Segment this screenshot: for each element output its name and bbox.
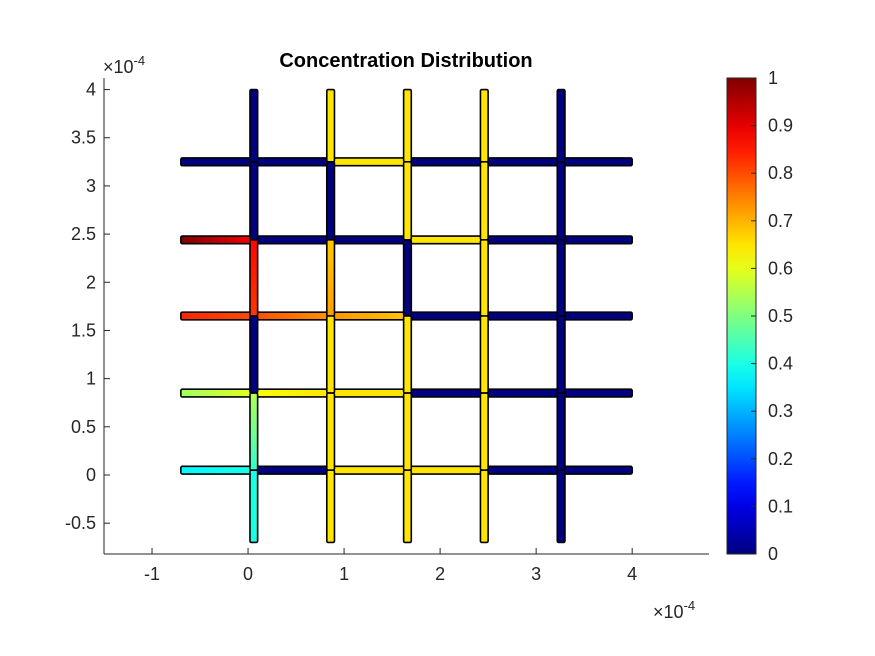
x-exponent-label: ×10-4 xyxy=(653,598,695,622)
colorbar-tick-label: 0.7 xyxy=(768,211,793,231)
channel-segment xyxy=(249,392,259,471)
channel-segment xyxy=(329,388,409,398)
channel-segment xyxy=(329,465,409,475)
channel-segment xyxy=(253,235,332,245)
channel-segment xyxy=(556,469,566,544)
channel-segment xyxy=(249,88,259,163)
channel-segment xyxy=(483,311,562,321)
channel-segment xyxy=(180,235,255,245)
channel-segment xyxy=(479,469,489,544)
channel-segment xyxy=(479,88,489,163)
channel-segment xyxy=(479,161,489,241)
colorbar-tick-label: 0.2 xyxy=(768,449,793,469)
colorbar-tick-label: 0.6 xyxy=(768,258,793,278)
channel-segment xyxy=(180,388,255,398)
channel-segment xyxy=(556,88,566,163)
chart-title: Concentration Distribution xyxy=(279,50,532,72)
channel-segment xyxy=(406,235,486,245)
x-exponent-power: -4 xyxy=(684,598,696,613)
channel-segment xyxy=(249,469,259,544)
y-exponent-power: -4 xyxy=(134,53,146,68)
channel-segment xyxy=(560,235,633,245)
y-tick-label: 3 xyxy=(86,176,96,196)
y-tick-label: 0 xyxy=(86,465,96,485)
channel-segment xyxy=(253,157,332,167)
channel-segment xyxy=(402,469,413,544)
y-tick-label: 1 xyxy=(86,369,96,389)
channel-segment xyxy=(325,161,336,241)
channel-segment xyxy=(560,311,633,321)
x-tick-label: 0 xyxy=(243,564,253,584)
channel-segment xyxy=(402,88,413,163)
axes: -1 0 1 2 3 4 -0.5 0 0.5 1 1.5 2 2.5 3 3.5 4 xyxy=(65,78,709,584)
channel-segment xyxy=(483,388,562,398)
colorbar-tick-label: 0.4 xyxy=(768,354,793,374)
channel-segment xyxy=(325,315,336,394)
channel-segment xyxy=(406,157,486,167)
channel-segment xyxy=(556,392,566,471)
channel-segment xyxy=(402,392,413,471)
channel-segment xyxy=(329,235,409,245)
x-exponent-base: ×10 xyxy=(653,602,684,622)
channel-segment xyxy=(479,239,489,317)
channel-segment xyxy=(325,88,336,163)
x-tick-label: 4 xyxy=(627,564,637,584)
colorbar-tick-label: 0.8 xyxy=(768,163,793,183)
channel-segment xyxy=(249,239,259,317)
y-tick-label: 3.5 xyxy=(71,128,96,148)
colorbar-tick-label: 0.9 xyxy=(768,116,793,136)
colorbar-tick-label: 1 xyxy=(768,68,778,88)
channel-segment xyxy=(483,465,562,475)
y-exponent-base: ×10 xyxy=(103,57,134,77)
channel-segment xyxy=(249,161,259,241)
y-tick-label: 0.5 xyxy=(71,417,96,437)
channel-segment xyxy=(402,161,413,241)
y-tick-label: 2 xyxy=(86,272,96,292)
channel-segment xyxy=(479,315,489,394)
channel-segment xyxy=(479,392,489,471)
y-tick-label: 4 xyxy=(86,80,96,100)
colorbar-tick-label: 0.3 xyxy=(768,401,793,421)
x-tick-label: 2 xyxy=(435,564,445,584)
y-tick-label: 1.5 xyxy=(71,320,96,340)
channel-segment xyxy=(253,465,332,475)
channel-segment xyxy=(483,235,562,245)
channel-segment xyxy=(325,239,336,317)
channel-segment xyxy=(560,388,633,398)
x-tick-label: 1 xyxy=(339,564,349,584)
y-tick-label: 2.5 xyxy=(71,224,96,244)
channel-segment xyxy=(406,388,486,398)
channel-segment xyxy=(180,465,255,475)
channel-segment xyxy=(556,161,566,241)
colorbar-tick-label: 0.5 xyxy=(768,306,793,326)
channel-segment xyxy=(325,392,336,471)
channel-network xyxy=(180,88,633,544)
colorbar: 0 0.1 0.2 0.3 0.4 0.5 0.6 0.7 0.8 0.9 1 xyxy=(726,68,793,564)
channel-segment xyxy=(560,465,633,475)
channel-segment xyxy=(180,157,255,167)
plot-area: -1 0 1 2 3 4 -0.5 0 0.5 1 1.5 2 2.5 3 3.5 4 xyxy=(65,78,709,584)
channel-segment xyxy=(329,311,409,321)
channel-segment xyxy=(402,239,413,317)
channel-segment xyxy=(402,315,413,394)
channel-segment xyxy=(560,157,633,167)
channel-segment xyxy=(406,465,486,475)
channel-segment xyxy=(483,157,562,167)
x-tick-label: -1 xyxy=(144,564,160,584)
y-tick-label: -0.5 xyxy=(65,513,96,533)
channel-segment xyxy=(329,157,409,167)
channel-segment xyxy=(406,311,486,321)
colorbar-tick-label: 0 xyxy=(768,544,778,564)
channel-segment xyxy=(325,469,336,544)
channel-segment xyxy=(180,311,255,321)
channel-segment xyxy=(556,315,566,394)
x-tick-label: 3 xyxy=(531,564,541,584)
colorbar-tick-label: 0.1 xyxy=(768,496,793,516)
y-exponent-label: ×10-4 xyxy=(103,53,145,77)
channel-segment xyxy=(249,315,259,394)
channel-segment xyxy=(253,388,332,398)
channel-segment xyxy=(556,239,566,317)
channel-segment xyxy=(253,311,332,321)
